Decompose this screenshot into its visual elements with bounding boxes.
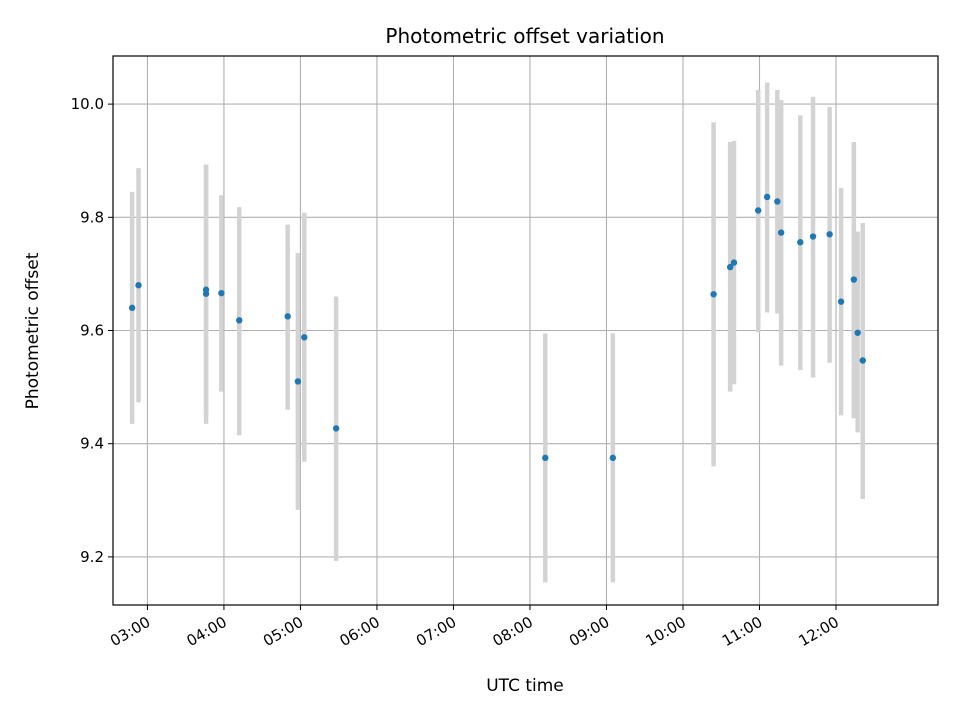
data-point xyxy=(609,454,617,462)
data-point xyxy=(777,229,785,236)
data-point xyxy=(797,239,804,246)
x-axis-title: UTC time xyxy=(486,676,564,696)
data-point xyxy=(128,304,136,312)
data-point xyxy=(763,193,771,201)
data-point xyxy=(135,282,142,289)
y-axis-title: Photometric offset xyxy=(23,252,43,409)
chart-title: Photometric offset variation xyxy=(385,24,664,48)
data-point xyxy=(726,263,734,271)
data-point xyxy=(730,259,738,266)
data-point xyxy=(826,231,833,238)
y-tick-label: 9.4 xyxy=(80,435,104,453)
data-point xyxy=(294,378,302,385)
y-tick-label: 9.8 xyxy=(80,208,104,226)
data-point xyxy=(809,233,817,240)
data-point xyxy=(850,276,858,283)
data-points xyxy=(128,193,866,462)
data-point xyxy=(774,198,781,205)
data-point xyxy=(854,329,861,336)
data-point xyxy=(332,425,340,432)
data-point xyxy=(542,454,549,462)
y-tick-label: 9.2 xyxy=(80,548,104,566)
data-point xyxy=(710,291,717,298)
y-axis: 9.2 9.4 9.6 9.8 10.0 xyxy=(71,95,113,566)
data-point xyxy=(284,313,291,320)
y-tick-label: 10.0 xyxy=(71,95,104,113)
data-point xyxy=(202,286,210,293)
data-point xyxy=(837,298,845,305)
data-point xyxy=(236,317,243,324)
y-tick-label: 9.6 xyxy=(80,322,104,340)
data-point xyxy=(755,207,762,214)
data-point xyxy=(301,334,308,341)
data-point xyxy=(218,289,225,297)
data-point xyxy=(859,357,866,364)
